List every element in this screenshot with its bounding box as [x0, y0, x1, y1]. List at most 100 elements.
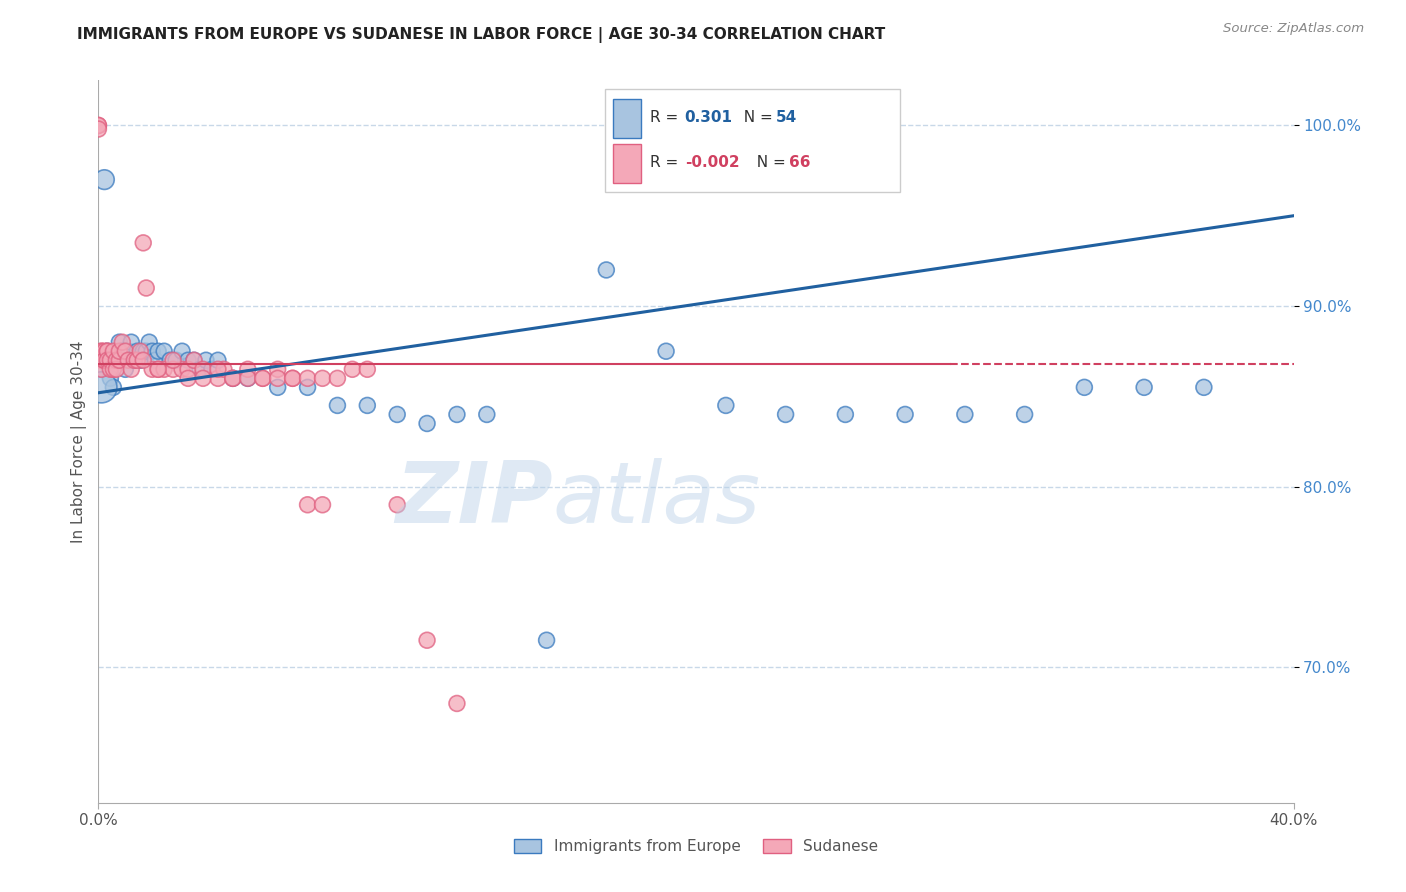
Text: Source: ZipAtlas.com: Source: ZipAtlas.com: [1223, 22, 1364, 36]
Point: [356, 362, 378, 376]
Point: [297, 371, 319, 385]
Point: [103, 362, 125, 376]
Text: R =: R =: [650, 111, 683, 125]
Point: [172, 344, 194, 359]
Text: -0.002: -0.002: [685, 155, 740, 169]
Point: [1133, 380, 1156, 394]
Point: [342, 362, 364, 376]
Point: [87, 122, 110, 136]
Point: [356, 398, 378, 412]
Point: [153, 362, 176, 376]
Point: [87, 119, 110, 133]
Point: [297, 380, 319, 394]
Point: [93, 353, 115, 368]
Point: [177, 353, 200, 368]
Point: [207, 362, 229, 376]
Text: 66: 66: [789, 155, 810, 169]
Point: [90, 362, 112, 376]
Point: [311, 498, 333, 512]
Point: [129, 353, 152, 368]
Point: [117, 353, 139, 368]
Point: [120, 335, 142, 350]
Text: atlas: atlas: [553, 458, 761, 541]
Point: [1073, 380, 1095, 394]
Point: [252, 371, 274, 385]
Point: [267, 362, 290, 376]
Point: [188, 362, 211, 376]
Point: [90, 344, 112, 359]
Point: [148, 362, 170, 376]
Text: N =: N =: [747, 155, 790, 169]
Point: [127, 344, 149, 359]
Point: [114, 344, 136, 359]
Point: [222, 371, 245, 385]
Point: [90, 344, 112, 359]
Point: [105, 353, 128, 368]
Point: [127, 353, 149, 368]
Point: [90, 362, 112, 376]
Point: [132, 353, 155, 368]
Point: [775, 408, 797, 422]
Point: [148, 362, 170, 376]
Point: [132, 344, 155, 359]
Point: [141, 362, 163, 376]
Point: [183, 353, 205, 368]
Point: [222, 371, 245, 385]
Point: [595, 263, 617, 277]
Text: IMMIGRANTS FROM EUROPE VS SUDANESE IN LABOR FORCE | AGE 30-34 CORRELATION CHART: IMMIGRANTS FROM EUROPE VS SUDANESE IN LA…: [77, 27, 886, 43]
Point: [96, 344, 118, 359]
Point: [236, 371, 259, 385]
Point: [326, 371, 349, 385]
Point: [98, 362, 122, 376]
Point: [177, 362, 200, 376]
Point: [135, 344, 157, 359]
Point: [267, 371, 290, 385]
Point: [475, 408, 498, 422]
Point: [1192, 380, 1215, 394]
Point: [446, 408, 468, 422]
Point: [138, 335, 160, 350]
Point: [117, 344, 139, 359]
Point: [177, 371, 200, 385]
Point: [894, 408, 917, 422]
Point: [207, 371, 229, 385]
Point: [1014, 408, 1036, 422]
Point: [281, 371, 304, 385]
Point: [446, 697, 468, 711]
Point: [281, 371, 304, 385]
Point: [90, 380, 112, 394]
Point: [207, 353, 229, 368]
Point: [132, 235, 155, 250]
Point: [165, 353, 187, 368]
Point: [714, 398, 737, 412]
Point: [124, 353, 146, 368]
Point: [236, 362, 259, 376]
Point: [103, 380, 125, 394]
Text: 54: 54: [776, 111, 797, 125]
Point: [416, 417, 439, 431]
Point: [172, 362, 194, 376]
Point: [141, 344, 163, 359]
Text: N =: N =: [734, 111, 778, 125]
Point: [191, 371, 214, 385]
Point: [108, 335, 131, 350]
Point: [93, 172, 115, 186]
Point: [153, 344, 176, 359]
Point: [111, 335, 134, 350]
Point: [326, 398, 349, 412]
Point: [108, 344, 131, 359]
Point: [536, 633, 558, 648]
Point: [120, 362, 142, 376]
Point: [159, 353, 181, 368]
Point: [148, 344, 170, 359]
Point: [98, 371, 122, 385]
Point: [105, 362, 128, 376]
Point: [311, 371, 333, 385]
Point: [93, 344, 115, 359]
Point: [114, 362, 136, 376]
Point: [191, 362, 214, 376]
Point: [183, 353, 205, 368]
Point: [111, 344, 134, 359]
Point: [222, 371, 245, 385]
Point: [297, 498, 319, 512]
